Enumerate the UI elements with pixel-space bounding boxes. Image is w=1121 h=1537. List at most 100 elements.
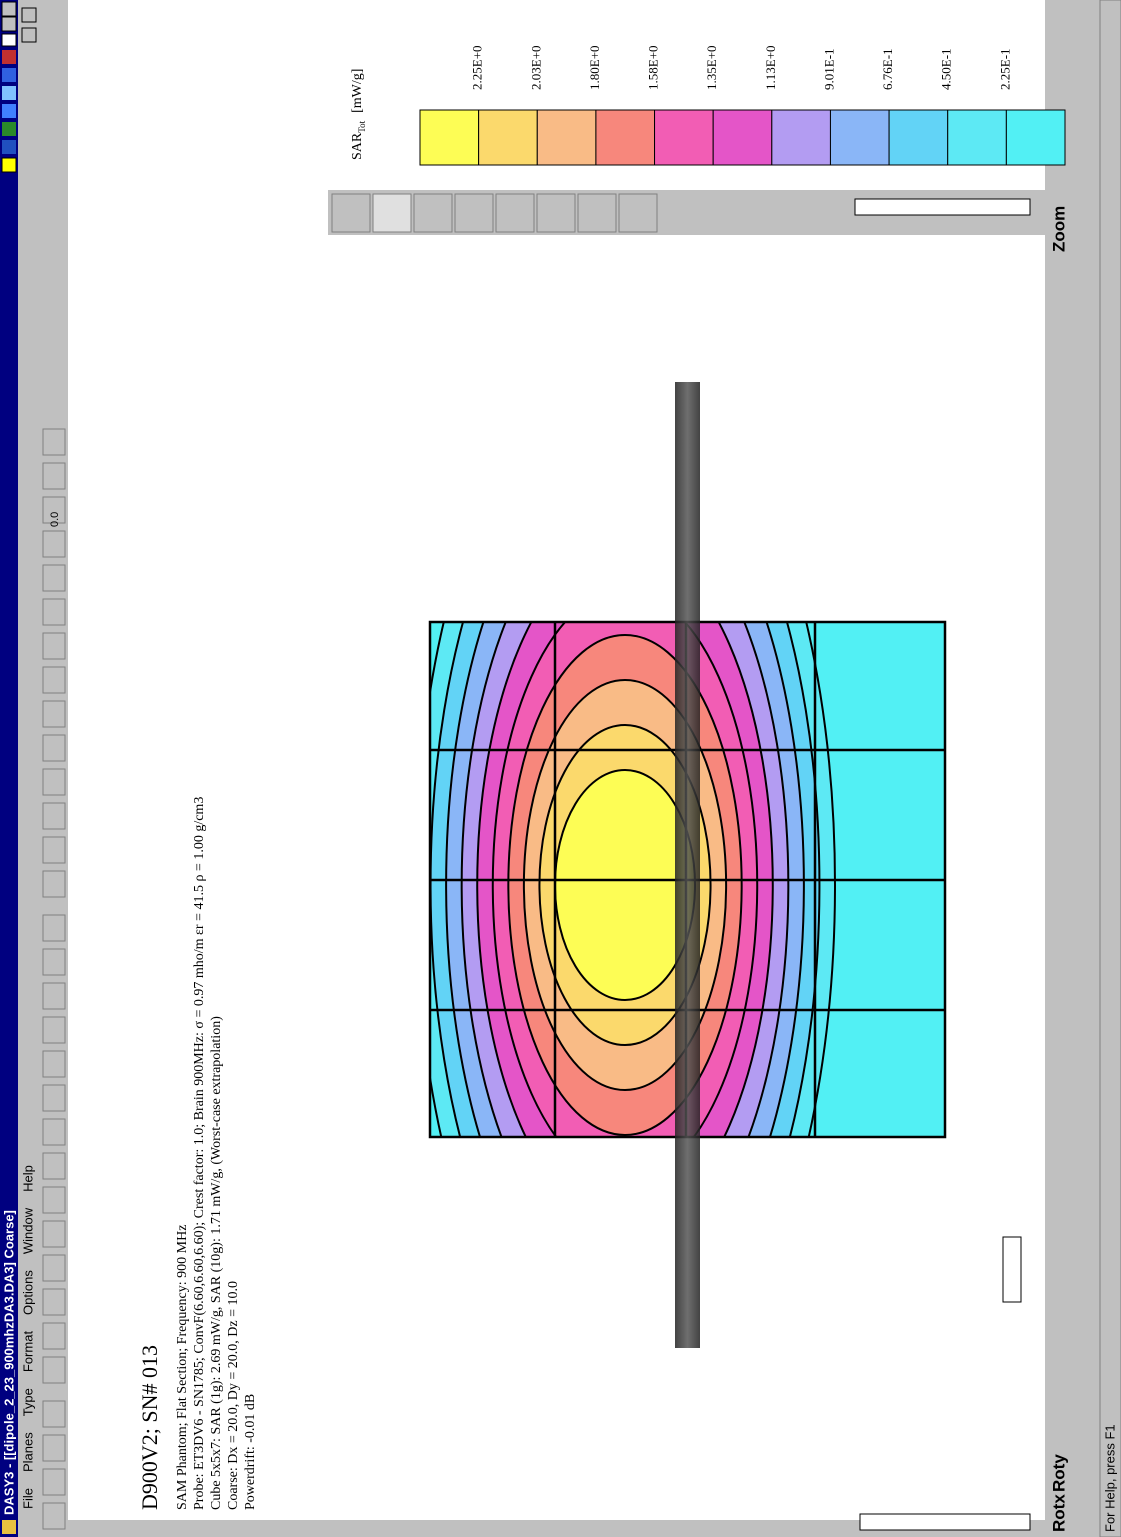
status-bar	[1099, 0, 1121, 1537]
legend-title: SARTot[mW/g]	[350, 69, 367, 160]
tool-button[interactable]	[42, 1186, 66, 1214]
tool-button[interactable]	[42, 836, 66, 864]
legend-swatch	[654, 109, 714, 166]
legend-label: 4.50E-1	[939, 48, 954, 90]
legend-label: 2.03E+0	[528, 45, 543, 90]
tool-button[interactable]	[42, 564, 66, 592]
legend-swatch	[478, 109, 538, 166]
title-bar	[0, 0, 18, 1537]
toolbar-label: 0.0	[49, 512, 61, 527]
legend-label: 1.13E+0	[763, 45, 778, 90]
legend-swatch	[771, 109, 831, 166]
plot-tool[interactable]	[577, 193, 617, 233]
menu-bar: File Planes Type Format Options Window Help	[20, 1165, 35, 1509]
info-line: Probe: ET3DV6 - SN1785; ConvF(6.60,6.60,…	[192, 797, 207, 1510]
tool-button[interactable]	[42, 1050, 66, 1078]
tool-button[interactable]	[42, 1356, 66, 1384]
tool-button[interactable]	[42, 530, 66, 558]
menu-item[interactable]: Type	[20, 1388, 35, 1416]
title-text: DASY3 - [[dipole_2_23_900mhzDA3.DA3] Coa…	[1, 1210, 16, 1515]
tool-icons	[331, 193, 658, 233]
legend-label: 2.25E+0	[470, 45, 485, 90]
legend-swatch	[888, 109, 949, 166]
legend-swatch	[712, 109, 773, 166]
app-icon	[2, 1520, 16, 1534]
plot-tool[interactable]	[413, 193, 453, 233]
legend-label: 1.58E+0	[646, 45, 661, 90]
info-line: Powerdrift: -0.01 dB	[243, 1394, 258, 1510]
tool-button[interactable]	[42, 768, 66, 796]
rotx-slider[interactable]	[859, 1513, 1031, 1531]
plot-tool[interactable]	[372, 193, 412, 233]
tool-button[interactable]	[42, 948, 66, 976]
toolbar: 0.0	[42, 428, 66, 1530]
roty-label: Roty	[1049, 1454, 1068, 1492]
info-line: Cube 5x5x7: SAR (1g): 2.69 mW/g, SAR (10…	[209, 1016, 224, 1510]
tool-button[interactable]	[42, 1468, 66, 1496]
info-title: D900V2; SN# 013	[137, 1345, 162, 1510]
tool-button[interactable]	[42, 802, 66, 830]
legend-label: 1.35E+0	[704, 45, 719, 90]
menu-item[interactable]: Help	[20, 1165, 35, 1192]
tool-button[interactable]	[42, 1220, 66, 1248]
legend-swatch	[419, 109, 480, 166]
status-text: For Help, press F1	[1102, 1424, 1117, 1532]
legend-label: 1.80E+0	[587, 45, 602, 90]
tool-button[interactable]	[42, 1254, 66, 1282]
legend: 2.25E+0 2.03E+0 1.80E+0 1.58E+0 1.35E+0 1.13E…	[419, 45, 1066, 166]
tool-button[interactable]	[42, 982, 66, 1010]
tool-button[interactable]	[42, 496, 66, 524]
tool-button[interactable]	[42, 598, 66, 626]
menu-item[interactable]: Options	[20, 1270, 35, 1315]
legend-label: 6.76E-1	[880, 48, 895, 90]
tool-button[interactable]	[42, 1434, 66, 1462]
info-line: Coarse: Dx = 20.0, Dy = 20.0, Dz = 10.0	[226, 1281, 241, 1510]
legend-swatch	[536, 109, 597, 166]
plot-tool[interactable]	[495, 193, 535, 233]
menu-item[interactable]: Planes	[20, 1432, 35, 1472]
menu-item[interactable]: Window	[20, 1207, 35, 1254]
tool-button[interactable]	[42, 1502, 66, 1530]
tool-button[interactable]	[42, 1016, 66, 1044]
rotx-label: Rotx	[1049, 1494, 1068, 1532]
tool-button[interactable]	[42, 1400, 66, 1428]
tool-button[interactable]	[42, 700, 66, 728]
tool-button[interactable]	[42, 1118, 66, 1146]
tool-button[interactable]	[42, 428, 66, 456]
plot-tool[interactable]	[454, 193, 494, 233]
info-text: SAM Phantom; Flat Section; Frequency: 90…	[175, 797, 258, 1510]
tool-button[interactable]	[42, 1288, 66, 1316]
plot-tool[interactable]	[331, 193, 371, 233]
tool-button[interactable]	[42, 734, 66, 762]
plot-tool[interactable]	[536, 193, 576, 233]
tool-button[interactable]	[42, 1322, 66, 1350]
contour-band	[554, 769, 696, 1001]
legend-swatch	[1005, 109, 1066, 166]
roty-slider[interactable]	[1002, 1236, 1022, 1303]
dipole	[675, 382, 700, 1348]
tool-button[interactable]	[42, 870, 66, 898]
tool-button[interactable]	[42, 1084, 66, 1112]
legend-label: 9.01E-1	[821, 48, 836, 90]
menu-item[interactable]: Format	[20, 1331, 35, 1373]
legend-swatch	[947, 109, 1007, 166]
legend-label: 2.25E-1	[997, 48, 1012, 90]
tool-button[interactable]	[42, 666, 66, 694]
legend-swatch	[829, 109, 890, 166]
zoom-slider[interactable]	[854, 198, 1031, 216]
control-strip	[1045, 0, 1100, 1537]
tool-button[interactable]	[42, 632, 66, 660]
info-line: SAM Phantom; Flat Section; Frequency: 90…	[175, 1225, 190, 1510]
tool-button[interactable]	[42, 914, 66, 942]
menu-item[interactable]: File	[20, 1488, 35, 1509]
tool-button[interactable]	[42, 462, 66, 490]
tray-icons	[1, 1, 17, 173]
plot-tool[interactable]	[618, 193, 658, 233]
tool-button[interactable]	[42, 1152, 66, 1180]
window-buttons	[21, 7, 37, 43]
legend-swatch	[595, 109, 656, 166]
zoom-label: Zoom	[1049, 206, 1068, 252]
